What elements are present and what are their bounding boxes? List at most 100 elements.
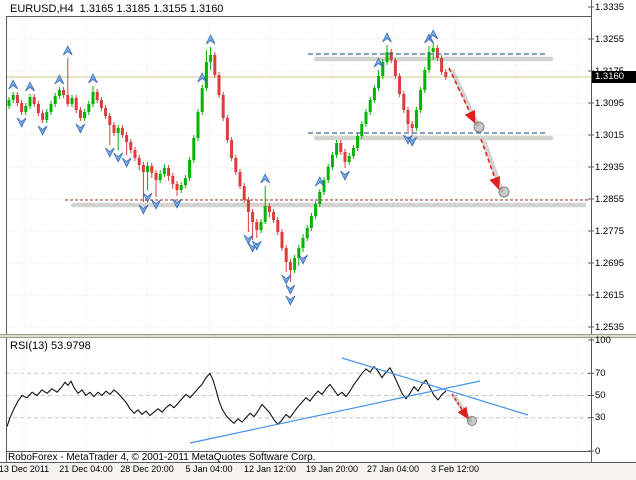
price-axis-label: 1.2615 (595, 289, 625, 301)
rsi-layer (6, 357, 529, 444)
candle-body (305, 228, 309, 238)
price-axis-label: 1.3335 (595, 1, 625, 13)
rsi-signal-arrow[interactable] (451, 393, 469, 420)
candle-body (213, 55, 217, 75)
candle-body (398, 76, 402, 94)
time-axis-label: 28 Dec 20:00 (120, 464, 174, 474)
candle-body (150, 166, 154, 173)
fractal-down-icon (403, 134, 413, 145)
candle-body (410, 124, 414, 128)
candle-body (280, 232, 284, 248)
candle-body (175, 184, 179, 190)
candle-body (435, 48, 439, 58)
rsi-line (6, 366, 447, 427)
candle-body (171, 176, 175, 184)
candle-body (251, 212, 255, 222)
candle-body (402, 94, 406, 110)
fractal-down-icon (142, 192, 153, 203)
price-axis-label: 1.2535 (595, 321, 625, 333)
fractal-down-icon (113, 152, 124, 163)
fractal-up-icon (314, 176, 325, 187)
candle-body (314, 204, 318, 216)
analysis-shadow-layer (70, 56, 587, 423)
candle-body (104, 108, 108, 116)
fractal-up-icon (25, 81, 35, 92)
price-axis-label: 1.3255 (595, 33, 625, 45)
down-signal-arrow[interactable] (480, 138, 501, 191)
candle-body (372, 88, 376, 100)
candle-body (74, 98, 78, 110)
candle-body (393, 60, 397, 76)
fractals-layer (8, 29, 439, 306)
fractal-down-icon (104, 147, 115, 158)
candle-body (444, 72, 448, 77)
candle-body (347, 156, 351, 162)
candle-body (183, 178, 187, 185)
time-axis-strip[interactable] (0, 463, 636, 480)
candle-body (377, 76, 381, 88)
candle-body (339, 143, 343, 152)
rsi-trendline[interactable] (341, 357, 529, 416)
fractal-down-icon (251, 240, 262, 251)
fractal-down-icon (243, 234, 254, 245)
pane-separator[interactable] (0, 334, 636, 338)
candle-body (364, 112, 368, 124)
rsi-dot-marker[interactable] (467, 416, 477, 426)
candle-body (66, 95, 70, 104)
candle-body (272, 212, 276, 220)
fractal-down-icon (37, 125, 48, 136)
candle-body (217, 75, 221, 95)
candle-body (137, 158, 141, 165)
candle-body (87, 104, 91, 112)
candle-body (423, 70, 427, 90)
candle-body (385, 52, 389, 62)
candle-body (133, 150, 137, 158)
candle-body (360, 124, 364, 136)
price-axis-label: 1.2855 (595, 193, 625, 205)
target-dot-marker[interactable] (473, 121, 485, 133)
candle-body (120, 128, 124, 135)
rsi-trendline[interactable] (189, 380, 481, 444)
down-signal-arrow[interactable] (448, 67, 476, 124)
candle-body (288, 262, 292, 270)
rsi-axis-label: 30 (595, 412, 606, 424)
candle-body (24, 106, 28, 112)
candle-body (99, 100, 103, 108)
candle-body (330, 155, 334, 167)
fractal-down-icon (75, 123, 86, 134)
rsi-indicator-label: RSI(13) 53.9798 (10, 340, 91, 352)
candle-body (255, 222, 259, 230)
target-dot-marker[interactable] (498, 186, 510, 198)
candle-body (162, 168, 166, 174)
candle-body (49, 104, 53, 112)
candle-body (41, 113, 45, 120)
fractal-down-icon (138, 204, 149, 215)
price-axis-label: 1.3095 (595, 97, 625, 109)
rsi-axis-label: 100 (595, 334, 611, 346)
fractal-down-icon (285, 295, 296, 306)
time-axis-label: 12 Jan 12:00 (243, 464, 297, 474)
candle-body (196, 112, 200, 138)
time-axis-label: 19 Jan 20:00 (305, 464, 359, 474)
candle-body (116, 128, 120, 133)
fractal-down-icon (121, 157, 132, 168)
candle-body (141, 165, 145, 172)
time-axis-label: 5 Jan 04:00 (185, 464, 233, 474)
copyright-text: RoboForex - MetaTrader 4, © 2001-2011 Me… (8, 452, 316, 463)
candle-body (284, 248, 288, 262)
fractal-down-icon (285, 284, 296, 295)
candle-body (192, 138, 196, 160)
candle-body (309, 216, 313, 228)
fractal-up-icon (260, 173, 271, 184)
candle-body (225, 118, 229, 140)
candle-body (356, 136, 360, 148)
fractal-up-icon (54, 74, 65, 85)
analysis-layer (65, 53, 588, 201)
fractal-up-icon (205, 34, 216, 45)
candle-body (259, 222, 263, 230)
candle-body (351, 148, 355, 156)
candle-body (221, 95, 225, 118)
rsi-axis-label: 0 (595, 445, 601, 457)
candle-body (335, 143, 339, 155)
